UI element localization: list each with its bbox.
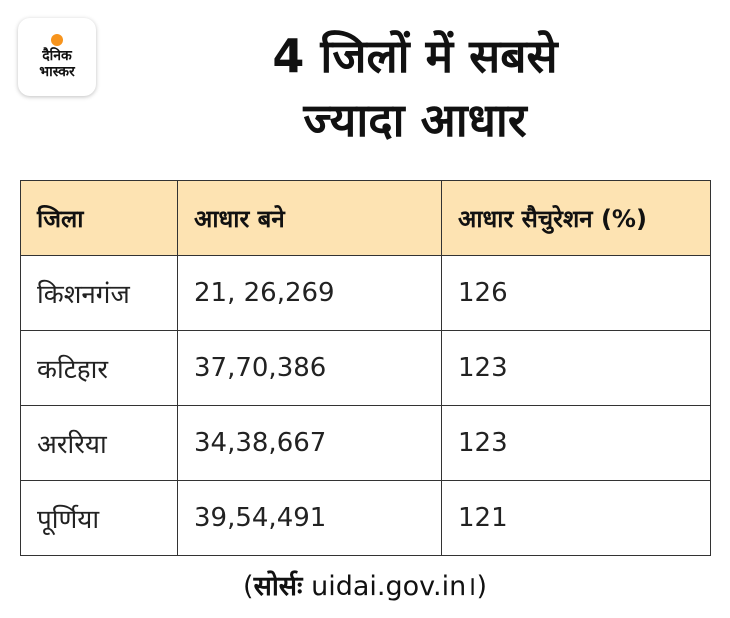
logo-text-line2: भास्कर xyxy=(39,64,75,80)
cell-aadhaar-count: 37,70,386 xyxy=(177,330,442,406)
logo-text-line1: दैनिक xyxy=(42,48,72,64)
cell-district: पूर्णिया xyxy=(20,480,178,556)
header-saturation: आधार सैचुरेशन (%) xyxy=(441,180,711,256)
source-open-paren: ( xyxy=(243,571,254,602)
source-url: uidai.gov.in।) xyxy=(302,571,487,602)
table-row: कटिहार 37,70,386 123 xyxy=(20,330,711,406)
source-credit: (सोर्सः uidai.gov.in।) xyxy=(0,566,730,603)
logo-sun-icon xyxy=(51,34,63,46)
header-district: जिला xyxy=(20,180,178,256)
dainik-bhaskar-logo: दैनिक भास्कर xyxy=(18,18,96,96)
cell-saturation: 126 xyxy=(441,255,711,331)
table-row: किशनगंज 21, 26,269 126 xyxy=(20,255,711,331)
cell-aadhaar-count: 39,54,491 xyxy=(177,480,442,556)
table-header-row: जिला आधार बने आधार सैचुरेशन (%) xyxy=(20,180,711,256)
title-line2: ज्यादा आधार xyxy=(303,93,527,147)
table-row: पूर्णिया 39,54,491 121 xyxy=(20,480,711,556)
cell-district: अररिया xyxy=(20,405,178,481)
cell-saturation: 123 xyxy=(441,405,711,481)
header-aadhaar-made: आधार बने xyxy=(177,180,442,256)
cell-aadhaar-count: 34,38,667 xyxy=(177,405,442,481)
cell-saturation: 123 xyxy=(441,330,711,406)
cell-aadhaar-count: 21, 26,269 xyxy=(177,255,442,331)
title-line1: 4 जिलों में सबसे xyxy=(272,29,558,83)
cell-district: कटिहार xyxy=(20,330,178,406)
cell-saturation: 121 xyxy=(441,480,711,556)
district-aadhaar-table: जिला आधार बने आधार सैचुरेशन (%) किशनगंज … xyxy=(20,180,711,556)
table-row: अररिया 34,38,667 123 xyxy=(20,405,711,481)
source-label: सोर्सः xyxy=(253,571,303,602)
cell-district: किशनगंज xyxy=(20,255,178,331)
page-title: 4 जिलों में सबसे ज्यादा आधार xyxy=(100,24,730,152)
